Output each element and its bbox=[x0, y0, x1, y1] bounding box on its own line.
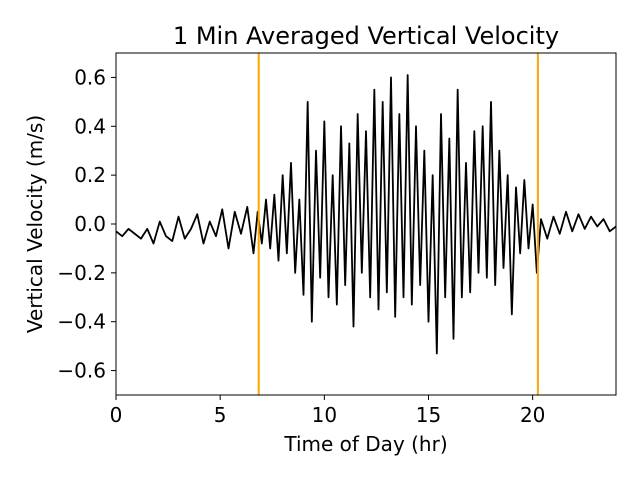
y-tick-label: 0.4 bbox=[74, 114, 106, 138]
chart-title: 1 Min Averaged Vertical Velocity bbox=[173, 22, 559, 50]
y-tick-label: −0.6 bbox=[57, 359, 106, 383]
y-tick-label: 0.6 bbox=[74, 65, 106, 89]
x-tick-label: 5 bbox=[214, 403, 227, 427]
x-axis-label: Time of Day (hr) bbox=[283, 432, 447, 456]
x-tick-label: 20 bbox=[520, 403, 545, 427]
series-layer bbox=[115, 74, 617, 355]
series-line-0 bbox=[115, 74, 617, 355]
y-axis-label: Vertical Velocity (m/s) bbox=[23, 115, 47, 333]
x-tick-label: 10 bbox=[312, 403, 337, 427]
y-tick-label: −0.2 bbox=[57, 261, 106, 285]
x-axis-ticks: 0 5 10 15 20 bbox=[110, 395, 545, 427]
y-tick-label: 0.0 bbox=[74, 212, 106, 236]
x-tick-label: 0 bbox=[110, 403, 123, 427]
vline-layer bbox=[257, 53, 539, 395]
x-tick-label: 15 bbox=[416, 403, 441, 427]
y-tick-label: −0.4 bbox=[57, 310, 106, 334]
y-tick-label: 0.2 bbox=[74, 163, 106, 187]
y-axis-ticks: −0.6 −0.4 −0.2 0.0 0.2 0.4 0.6 bbox=[57, 65, 116, 383]
